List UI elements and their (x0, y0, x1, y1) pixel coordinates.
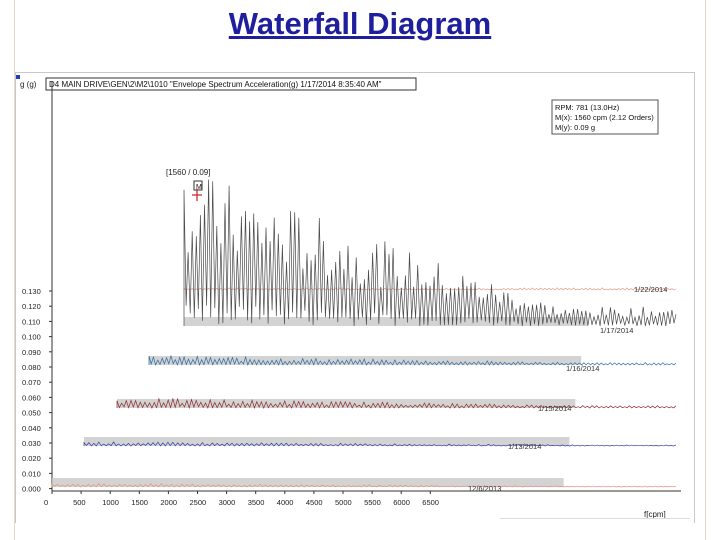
footer-strip (500, 518, 690, 525)
trace-line (183, 179, 677, 327)
slide-border-right (705, 0, 714, 540)
series-4: 1/15/2014 (116, 397, 677, 413)
series-group: 1/22/2014 1/17/2014 1/16/2014 1/15/2014 1/13… (51, 179, 677, 493)
x-tick-label: 500 (73, 498, 86, 507)
y-tick-label: 0.130 (22, 287, 41, 296)
waterfall-chart: g (g) D4 MAIN DRIVE\GEN\2\M2\1010 "Envel… (16, 75, 681, 519)
series-date-label: 12/6/2013 (468, 484, 501, 493)
axes: 0.130 0.120 0.110 0.100 0.090 0.080 0.070 0.060… (22, 81, 681, 519)
slide-border-left (6, 0, 15, 540)
marker-tag: M (196, 184, 202, 191)
info-box-frame (551, 99, 659, 135)
y-tick-label: 0.070 (22, 378, 41, 387)
series-3: 1/16/2014 (148, 354, 677, 373)
info-rpm: RPM: 781 (13.0Hz) (555, 103, 620, 112)
y-tick-label: 0.030 (22, 439, 41, 448)
x-tick-label: 5000 (335, 498, 352, 507)
trace-floor (52, 478, 564, 487)
y-unit-label: g (g) (20, 80, 37, 89)
y-tick-label: 0.090 (22, 348, 41, 357)
trace-line (148, 354, 677, 367)
measurement-path: D4 MAIN DRIVE\GEN\2\M2\1010 "Envelope Sp… (49, 80, 382, 89)
marker-label: [1560 / 0.09] (166, 168, 210, 177)
y-tick-label: 0.050 (22, 409, 41, 418)
trace-line (83, 441, 677, 447)
x-tick-label: 3000 (219, 498, 236, 507)
x-tick-label: 3500 (248, 498, 265, 507)
info-box: RPM: 781 (13.0Hz) M(x): 1560 cpm (2.12 O… (551, 99, 659, 135)
slide-title-text: Waterfall Diagram (228, 6, 492, 41)
y-tick-label: 0.000 (22, 485, 41, 494)
x-tick-label: 2500 (190, 498, 207, 507)
x-tick-label: 4500 (306, 498, 323, 507)
trace-line (116, 397, 677, 410)
y-tick-label: 0.110 (22, 317, 40, 326)
series-date-label: 1/16/2014 (566, 364, 599, 373)
x-tick-label: 2000 (160, 498, 177, 507)
series-5: 1/13/2014 (83, 437, 677, 451)
info-my: M(y): 0.09 g (555, 123, 595, 132)
x-tick-label: 0 (44, 498, 48, 507)
y-tick-label: 0.060 (22, 393, 41, 402)
series-date-label: 1/13/2014 (508, 442, 541, 451)
x-tick-label: 6000 (393, 498, 410, 507)
slide-title: Waterfall Diagram (0, 6, 720, 42)
marker-tag-box (193, 180, 203, 191)
x-tick-label: 6500 (422, 498, 439, 507)
marker: [1560 / 0.09] M (166, 168, 210, 201)
path-box (45, 77, 417, 91)
series-2: 1/17/2014 (183, 179, 677, 335)
y-tick-label: 0.120 (22, 302, 41, 311)
series-date-label: 1/17/2014 (600, 326, 633, 335)
series-date-label: 1/22/2014 (634, 285, 667, 294)
corner-marker (16, 75, 20, 79)
series-date-label: 1/15/2014 (538, 404, 571, 413)
x-axis-title: f[cpm] (644, 510, 666, 519)
x-tick-label: 4000 (277, 498, 294, 507)
y-tick-label: 0.020 (22, 454, 41, 463)
x-tick-label: 5500 (364, 498, 381, 507)
y-tick-label: 0.100 (22, 333, 41, 342)
x-tick-label: 1000 (102, 498, 119, 507)
trace-floor (184, 317, 588, 326)
series-6: 12/6/2013 (51, 478, 677, 493)
x-tick-label: 1500 (131, 498, 148, 507)
y-tick-label: 0.040 (22, 424, 41, 433)
chart-header: g (g) D4 MAIN DRIVE\GEN\2\M2\1010 "Envel… (16, 75, 417, 91)
y-tick-label: 0.010 (22, 469, 41, 478)
y-tick-label: 0.080 (22, 363, 41, 372)
waterfall-chart-panel: g (g) D4 MAIN DRIVE\GEN\2\M2\1010 "Envel… (15, 72, 695, 523)
trace-line (51, 482, 677, 488)
trace-floor (84, 437, 570, 446)
info-mx: M(x): 1560 cpm (2.12 Orders) (555, 113, 654, 122)
